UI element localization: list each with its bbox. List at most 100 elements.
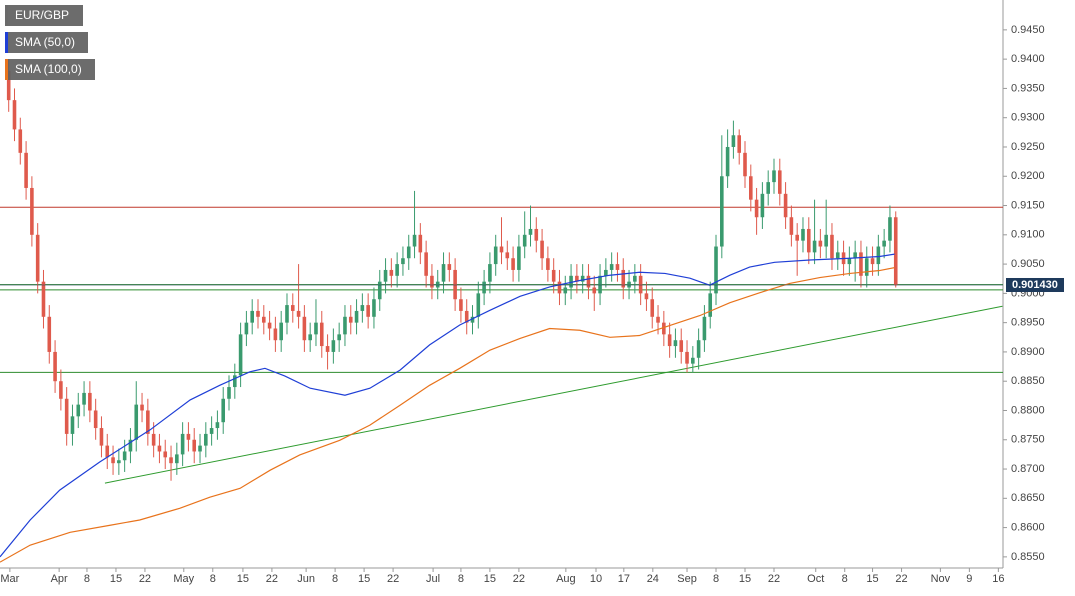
x-tick-label: May [173,573,194,585]
candle-body [656,316,660,323]
legend-swatch [5,59,8,80]
candle-body [372,299,376,317]
candle-body [528,228,533,235]
candle-body [111,457,115,464]
y-tick-label: 0.9050 [1011,258,1045,270]
candle-body [412,234,417,247]
candle-body [319,322,324,347]
candle-body [824,234,828,247]
candle-body [453,269,457,300]
candle-body [233,375,237,388]
x-tick-label: 8 [210,573,216,585]
candle-body [720,176,724,247]
y-tick-label: 0.8900 [1011,346,1045,358]
candle-body [557,281,562,294]
candle-body [6,70,11,101]
y-tick-label: 0.8550 [1011,551,1045,563]
y-tick-label: 0.8600 [1011,522,1045,534]
x-tick-label: 16 [992,573,1004,585]
candle-body [691,357,695,364]
candle-body [134,404,139,440]
candle-body [505,252,510,259]
x-tick-label: Jun [297,573,315,585]
candle-body [250,310,254,323]
candle-body [169,457,173,464]
candle-body [261,316,266,323]
x-tick-label: 15 [237,573,249,585]
candle-body [175,454,179,464]
x-tick-label: Jul [426,573,440,585]
legend-item: EUR/GBP [5,5,83,26]
candle-body [586,275,591,288]
candle-body [551,269,556,282]
candle-body [331,340,336,352]
candle-body [575,275,579,282]
legend-box [5,59,95,80]
candle-body [99,428,104,446]
candle-body [615,264,620,270]
x-tick-label: 22 [139,573,151,585]
candle-body [673,340,678,347]
candle-body [406,246,411,259]
legend-item: SMA (50,0) [5,32,88,53]
candle-body [604,269,608,276]
candle-body [377,281,382,300]
legend-label: SMA (50,0) [15,35,75,49]
candle-body [215,422,220,429]
candle-body [731,135,736,147]
candle-body [609,264,614,270]
x-tick-label: 9 [966,573,972,585]
candle-body [383,269,388,282]
candle-body [534,228,539,241]
candle-body [395,264,399,276]
candle-body [789,217,794,235]
candle-body [267,322,272,329]
candle-body [244,322,249,335]
candle-body [737,135,742,153]
candle-body [354,310,359,323]
x-tick-label: 8 [713,573,719,585]
candle-body [418,234,423,253]
candle-body [522,234,527,247]
candle-body [708,293,713,317]
x-tick-label: Aug [556,573,576,585]
candle-body [806,228,811,253]
candle-body [192,439,197,452]
y-tick-label: 0.9150 [1011,199,1045,211]
candle-body [511,258,515,270]
x-tick-label: 22 [895,573,907,585]
x-tick-label: 15 [484,573,496,585]
candle-body [847,258,852,265]
x-tick-label: 8 [458,573,464,585]
candle-body [470,316,475,323]
candle-body [830,234,834,259]
candle-body [783,193,788,218]
candle-body [435,281,440,288]
candle-body [273,328,278,341]
candle-body [859,252,863,276]
candle-body [122,451,127,461]
candle-body [447,264,452,270]
candle-body [592,287,597,294]
x-tick-label: 8 [84,573,90,585]
candle-body [679,340,684,352]
candle-body [30,187,34,235]
x-tick-label: Apr [51,573,68,585]
candle-body [864,258,869,276]
candle-body [53,351,57,382]
candle-body [343,316,347,335]
candle-body [325,346,330,352]
candle-body [870,258,875,265]
candle-body [279,322,283,341]
x-tick-label: Mar [0,573,19,585]
candle-body [186,433,191,440]
candle-body [795,234,799,241]
x-tick-label: 15 [358,573,370,585]
x-tick-label: 8 [842,573,848,585]
x-tick-label: 22 [387,573,399,585]
candle-body [18,129,23,153]
y-tick-label: 0.9400 [1011,53,1045,65]
candle-body [128,439,133,452]
candle-body [151,433,156,446]
